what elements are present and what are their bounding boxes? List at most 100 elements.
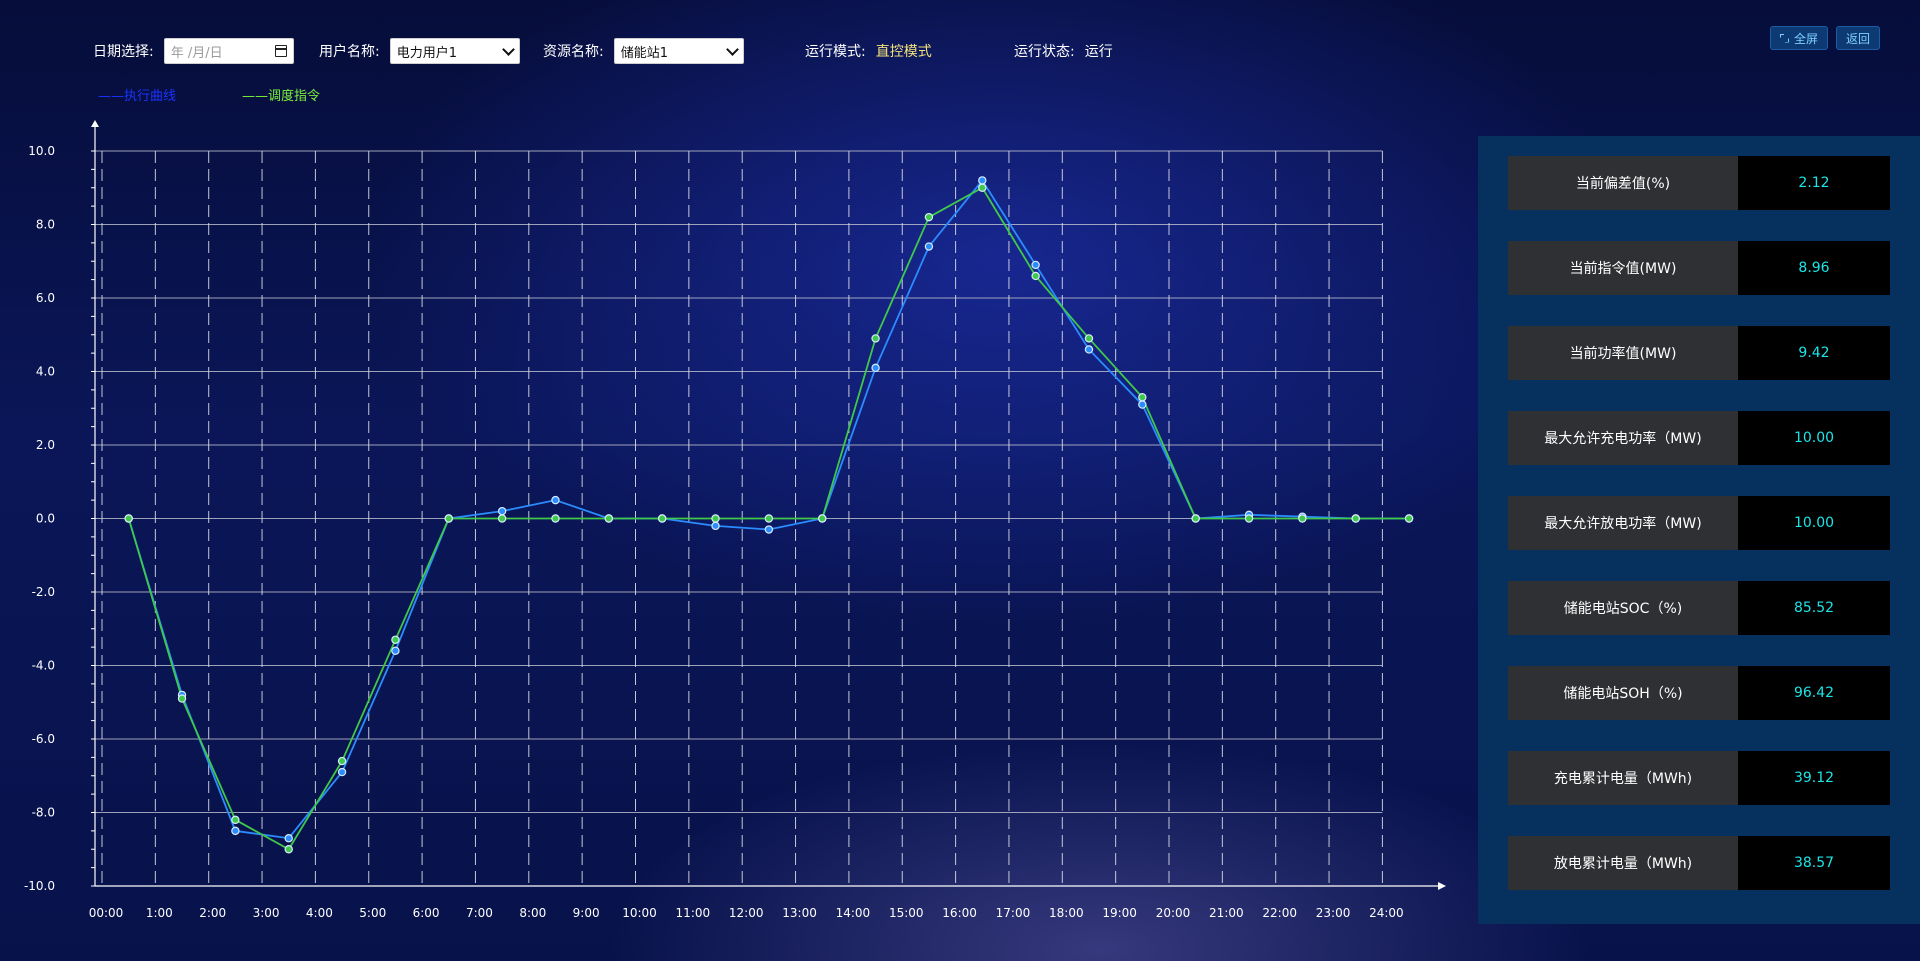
x-axis-arrow: [1438, 882, 1446, 890]
y-tick-label: 2.0: [36, 438, 55, 452]
mode-value: 直控模式: [875, 44, 932, 60]
date-filter: 日期选择: 年 /月/日: [93, 37, 294, 65]
legend-item-dispatch[interactable]: ——调度指令: [242, 86, 321, 104]
x-tick-label: 00:00: [89, 906, 124, 920]
y-tick-label: 4.0: [36, 365, 55, 379]
data-point-dispatch: [1351, 514, 1360, 523]
data-point-exec: [711, 521, 720, 531]
data-point-dispatch: [1031, 271, 1040, 281]
x-tick-label: 1:00: [146, 906, 173, 920]
data-point-dispatch: [1244, 514, 1254, 523]
y-tick-label: 0.0: [36, 512, 55, 526]
metric-row: 储能电站SOC（%) 85.52: [1508, 581, 1890, 635]
y-tick-label: 8.0: [36, 218, 55, 232]
data-point-exec: [231, 826, 240, 836]
data-point-dispatch: [391, 635, 400, 644]
resource-select[interactable]: 储能站1: [613, 38, 744, 64]
user-select-value: 电力用户1: [396, 45, 457, 61]
mode-label: 运行模式:: [805, 44, 866, 60]
x-tick-label: 3:00: [253, 906, 280, 920]
metric-label: 储能电站SOH（%): [1508, 666, 1738, 720]
date-input[interactable]: 年 /月/日: [163, 38, 294, 64]
x-tick-label: 10:00: [622, 906, 657, 920]
metric-value: 2.12: [1738, 156, 1890, 210]
metric-row: 充电累计电量（MWh) 39.12: [1508, 751, 1890, 805]
metric-label: 最大允许放电功率（MW): [1508, 496, 1738, 550]
metric-row: 放电累计电量（MWh) 38.57: [1508, 836, 1890, 890]
metric-value: 39.12: [1738, 751, 1890, 805]
data-point-exec: [1084, 345, 1094, 354]
x-tick-label: 23:00: [1316, 906, 1351, 920]
metric-row: 当前指令值(MW) 8.96: [1508, 241, 1890, 295]
metric-label: 当前功率值(MW): [1508, 326, 1738, 380]
data-point-exec: [497, 506, 507, 516]
date-placeholder: 年 /月/日: [170, 45, 223, 61]
status-value: 运行: [1084, 44, 1113, 60]
x-tick-label: 24:00: [1369, 906, 1404, 920]
data-point-dispatch: [711, 514, 720, 523]
data-point-exec: [284, 834, 293, 843]
y-tick-label: -10.0: [24, 879, 55, 893]
data-point-dispatch: [924, 212, 934, 222]
resource-select-value: 储能站1: [620, 45, 668, 61]
metric-label: 储能电站SOC（%): [1508, 581, 1738, 635]
back-button[interactable]: 返回: [1835, 26, 1880, 50]
y-tick-label: 10.0: [28, 144, 55, 158]
legend-dispatch-label: ——调度指令: [242, 88, 321, 104]
chevron-down-icon: [725, 42, 739, 56]
metric-label: 充电累计电量（MWh): [1508, 751, 1738, 805]
x-tick-label: 12:00: [729, 906, 764, 920]
x-tick-label: 21:00: [1209, 906, 1244, 920]
data-point-exec: [978, 176, 987, 185]
metric-value: 10.00: [1738, 496, 1890, 550]
x-tick-label: 8:00: [519, 906, 546, 920]
data-point-dispatch: [497, 514, 507, 523]
calendar-icon[interactable]: [274, 45, 287, 57]
fullscreen-button[interactable]: 全屏: [1769, 26, 1828, 50]
x-tick-label: 18:00: [1049, 906, 1084, 920]
metric-value: 85.52: [1738, 581, 1890, 635]
data-point-dispatch: [284, 845, 293, 854]
metric-label: 当前偏差值(%): [1508, 156, 1738, 210]
x-tick-label: 6:00: [413, 906, 440, 920]
fullscreen-icon: [1780, 34, 1789, 43]
data-point-dispatch: [871, 334, 880, 343]
top-right-actions: 全屏 返回: [1769, 26, 1880, 50]
legend-item-exec[interactable]: ——执行曲线: [98, 86, 176, 104]
data-point-exec: [391, 646, 400, 656]
x-tick-label: 4:00: [306, 906, 333, 920]
data-point-dispatch: [177, 694, 187, 703]
y-tick-label: -2.0: [32, 585, 55, 599]
metric-row: 最大允许放电功率（MW) 10.00: [1508, 496, 1890, 550]
metric-row: 当前偏差值(%) 2.12: [1508, 156, 1890, 210]
x-tick-label: 2:00: [199, 906, 226, 920]
y-tick-label: -6.0: [32, 732, 55, 746]
data-point-exec: [871, 363, 880, 373]
data-point-dispatch: [124, 514, 133, 523]
data-point-dispatch: [1191, 514, 1200, 523]
status-display: 运行状态: 运行: [1014, 37, 1113, 65]
data-point-dispatch: [1298, 514, 1307, 523]
x-tick-label: 11:00: [676, 906, 711, 920]
metric-label: 放电累计电量（MWh): [1508, 836, 1738, 890]
back-label: 返回: [1845, 31, 1870, 46]
x-tick-label: 7:00: [466, 906, 493, 920]
mode-display: 运行模式: 直控模式: [805, 37, 932, 65]
user-select[interactable]: 电力用户1: [389, 38, 520, 64]
data-point-exec: [551, 495, 560, 505]
data-point-dispatch: [444, 514, 453, 523]
data-point-dispatch: [604, 514, 614, 523]
metric-row: 储能电站SOH（%) 96.42: [1508, 666, 1890, 720]
user-filter: 用户名称: 电力用户1: [319, 37, 520, 65]
data-point-dispatch: [1084, 334, 1094, 343]
y-axis-arrow: [91, 120, 99, 127]
data-point-exec: [1031, 260, 1040, 270]
data-point-dispatch: [1138, 393, 1147, 402]
power-chart: 10.0 8.0 6.0 4.0 2.0 0.0 -2.0 -4.0 -6.0 -8.0 -10.0…: [0, 110, 1460, 930]
date-label: 日期选择:: [93, 44, 154, 60]
power-chart-svg: 10.0 8.0 6.0 4.0 2.0 0.0 -2.0 -4.0 -6.0 -8.0 -10.0…: [24, 120, 1446, 920]
data-point-dispatch: [657, 514, 667, 523]
metric-label: 最大允许充电功率（MW): [1508, 411, 1738, 465]
data-point-exec: [764, 525, 774, 534]
x-tick-label: 16:00: [942, 906, 977, 920]
